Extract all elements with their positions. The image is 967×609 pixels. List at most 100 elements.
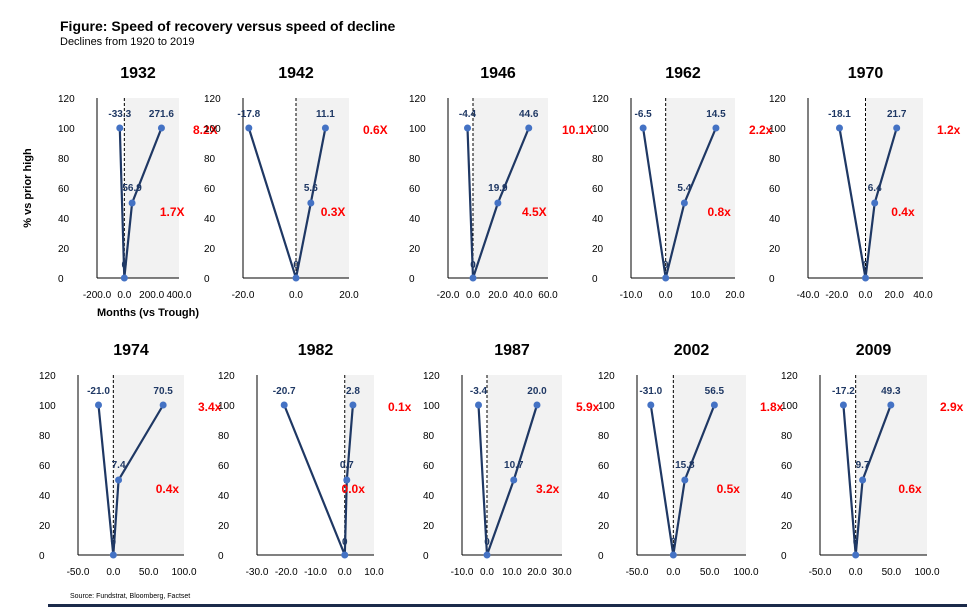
data-point <box>115 476 123 484</box>
data-label: 14.5 <box>706 109 726 120</box>
data-point <box>887 401 895 409</box>
x-tick-label: -50.0 <box>67 567 90 578</box>
series-line <box>642 127 717 279</box>
series-line <box>477 404 539 556</box>
y-tick-label: 60 <box>592 184 604 195</box>
chart-title: 1932 <box>120 65 156 82</box>
data-point <box>349 401 357 409</box>
data-point <box>292 274 300 282</box>
y-tick-label: 100 <box>592 124 609 135</box>
x-tick-label: 50.0 <box>700 567 720 578</box>
ratio-annotation: 0.3X <box>321 205 346 219</box>
y-tick-label: 120 <box>423 371 440 382</box>
bottom-rule <box>48 604 967 607</box>
y-tick-label: 20 <box>423 521 435 532</box>
x-tick-label: 40.0 <box>913 290 933 301</box>
data-label: 7.4 <box>112 460 126 471</box>
y-tick-label: 120 <box>204 94 221 105</box>
x-tick-label: 0.0 <box>849 567 863 578</box>
y-tick-label: 40 <box>218 491 230 502</box>
data-point <box>662 274 670 282</box>
x-tick-label: 0.0 <box>480 567 494 578</box>
data-point <box>94 401 102 409</box>
y-tick-label: 100 <box>39 401 56 412</box>
y-tick-label: 60 <box>218 461 230 472</box>
x-tick-label: 50.0 <box>882 567 902 578</box>
data-point <box>109 551 117 559</box>
figure-subtitle: Declines from 1920 to 2019 <box>60 36 195 48</box>
data-point <box>469 274 477 282</box>
data-point <box>510 476 518 484</box>
y-tick-label: 80 <box>39 431 51 442</box>
y-tick-label: 0 <box>598 551 604 562</box>
data-point <box>321 124 329 132</box>
x-axis-label: Months (vs Trough) <box>97 307 199 319</box>
data-point <box>533 401 541 409</box>
data-point <box>245 124 253 132</box>
y-tick-label: 120 <box>39 371 56 382</box>
x-tick-label: -20.0 <box>437 290 460 301</box>
data-label: 20.0 <box>527 386 547 397</box>
ratio-annotation: 2.9x <box>940 400 964 414</box>
ratio-annotation: 0.6x <box>898 482 922 496</box>
data-point <box>859 476 867 484</box>
x-tick-label: 20.0 <box>725 290 745 301</box>
data-point <box>494 199 502 207</box>
y-tick-label: 0 <box>204 274 210 285</box>
data-label: 49.3 <box>881 386 901 397</box>
data-label: -3.4 <box>470 386 488 397</box>
recovery-shading <box>665 98 735 278</box>
x-tick-label: -20.0 <box>232 290 255 301</box>
x-tick-label: -10.0 <box>451 567 474 578</box>
data-point <box>128 199 136 207</box>
y-tick-label: 40 <box>204 214 216 225</box>
data-label: -4.4 <box>459 109 477 120</box>
y-tick-label: 0 <box>592 274 598 285</box>
data-point <box>852 551 860 559</box>
x-tick-label: 100.0 <box>914 567 939 578</box>
x-tick-label: 20.0 <box>885 290 905 301</box>
y-tick-label: 40 <box>409 214 421 225</box>
y-tick-label: 120 <box>598 371 615 382</box>
y-tick-label: 80 <box>58 154 70 165</box>
data-label: 0 <box>342 537 348 548</box>
y-tick-label: 0 <box>39 551 45 562</box>
data-label: 44.6 <box>519 109 539 120</box>
y-tick-label: 100 <box>204 124 221 135</box>
x-tick-label: 30.0 <box>552 567 572 578</box>
y-tick-label: 20 <box>781 521 793 532</box>
y-tick-label: 40 <box>58 214 70 225</box>
x-tick-label: 10.0 <box>691 290 711 301</box>
data-point <box>835 124 843 132</box>
y-tick-label: 80 <box>218 431 230 442</box>
x-tick-label: 0.0 <box>289 290 303 301</box>
y-tick-label: 100 <box>409 124 426 135</box>
data-label: -17.8 <box>237 109 260 120</box>
x-tick-label: 50.0 <box>139 567 159 578</box>
y-tick-label: 60 <box>781 461 793 472</box>
data-label: 6.4 <box>868 183 882 194</box>
data-point <box>475 401 482 409</box>
y-tick-label: 0 <box>218 551 224 562</box>
data-point <box>116 124 124 132</box>
y-tick-label: 120 <box>592 94 609 105</box>
ratio-annotation: 5.9x <box>576 400 600 414</box>
data-label: 70.5 <box>153 386 173 397</box>
data-label: -6.5 <box>635 109 653 120</box>
data-label: 21.7 <box>887 109 907 120</box>
data-label: 19.9 <box>488 183 508 194</box>
data-label: 0 <box>853 537 859 548</box>
x-tick-label: -10.0 <box>620 290 643 301</box>
y-tick-label: 60 <box>769 184 781 195</box>
x-tick-label: -30.0 <box>246 567 269 578</box>
x-tick-label: -40.0 <box>797 290 820 301</box>
x-tick-label: -50.0 <box>626 567 649 578</box>
y-tick-label: 40 <box>781 491 793 502</box>
data-label: 56.9 <box>122 183 142 194</box>
data-label: 15.8 <box>675 460 695 471</box>
y-tick-label: 80 <box>592 154 604 165</box>
recovery-shading <box>113 375 184 555</box>
y-tick-label: 60 <box>204 184 216 195</box>
data-label: 0 <box>671 537 677 548</box>
x-tick-label: 0.0 <box>859 290 873 301</box>
